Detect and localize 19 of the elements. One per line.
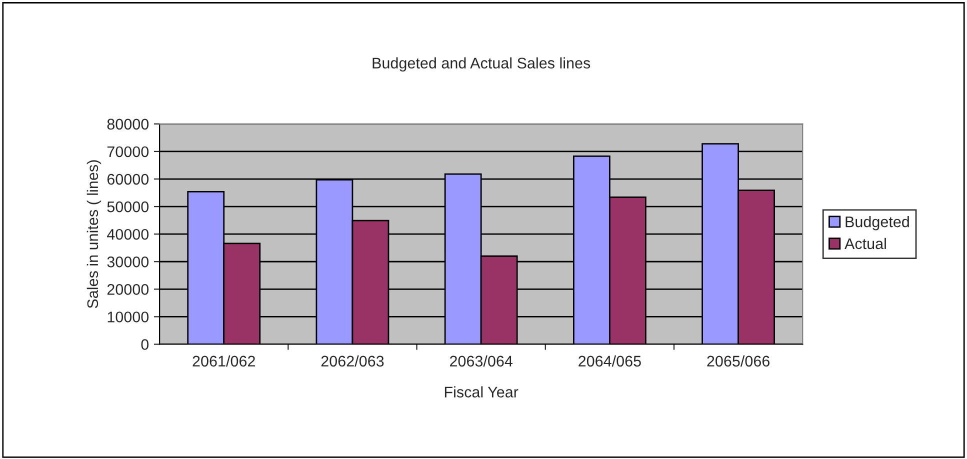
- y-tick-label: 50000: [107, 201, 149, 212]
- x-tick-label: 2064/065: [578, 355, 641, 367]
- x-tick-label: 2063/064: [450, 355, 512, 367]
- x-tick-label: 2061/062: [192, 355, 255, 367]
- legend-label: Budgeted: [846, 216, 909, 230]
- y-tick-label: 40000: [107, 228, 149, 240]
- legend-label: Actual: [844, 238, 886, 250]
- x-tick-label: 2065/066: [707, 355, 770, 367]
- x-axis-title: Fiscal Year: [444, 386, 518, 398]
- y-tick-label: 20000: [107, 284, 149, 295]
- y-tick-label: 80000: [107, 118, 149, 130]
- y-tick-label: 10000: [108, 312, 149, 322]
- y-tick-label: 0: [141, 339, 149, 350]
- y-tick-label: 30000: [107, 256, 149, 268]
- chart-title: Budgeted and Actual Sales lines: [372, 57, 590, 72]
- x-tick-label: 2062/063: [321, 355, 384, 367]
- y-axis-title: Sales in unites ( lines): [86, 160, 102, 308]
- y-tick-label: 60000: [107, 174, 149, 185]
- y-tick-label: 70000: [107, 146, 149, 158]
